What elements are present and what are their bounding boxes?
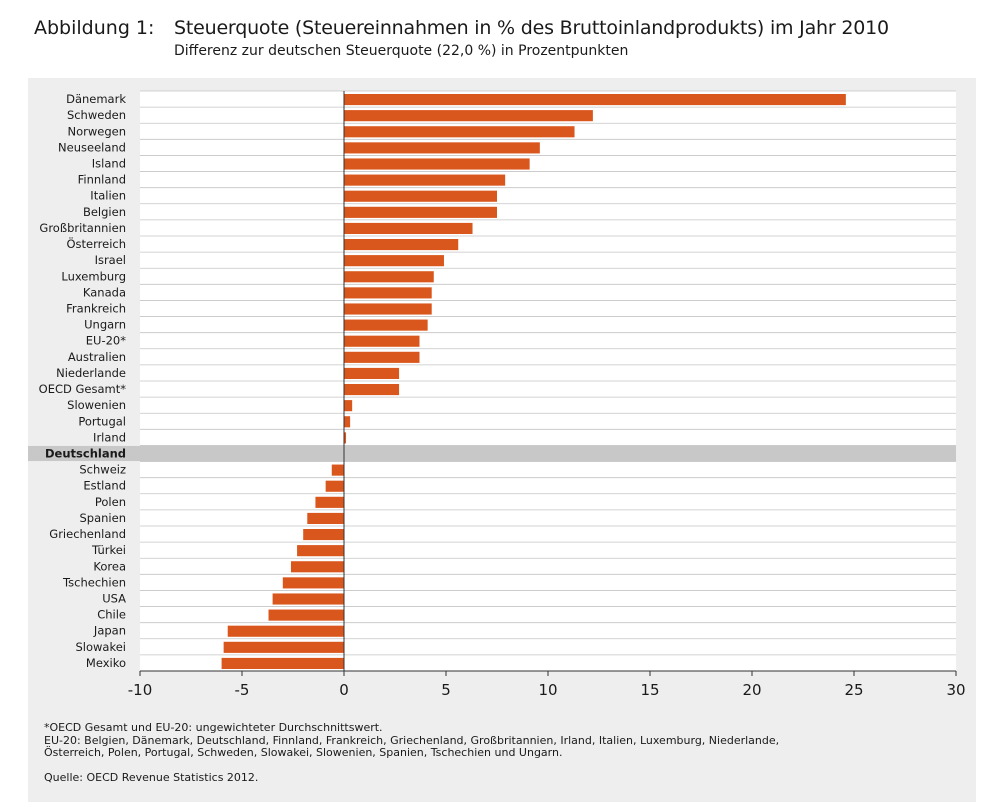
bar	[344, 142, 540, 154]
category-label: Deutschland	[45, 447, 126, 461]
category-label: Griechenland	[49, 527, 126, 541]
bar	[344, 351, 420, 363]
bar	[344, 287, 432, 299]
x-tick-label: 15	[640, 681, 659, 699]
category-label: Schweden	[67, 108, 126, 122]
bar	[344, 400, 353, 412]
bar	[344, 255, 444, 267]
category-label: Island	[92, 157, 126, 171]
x-tick-label: 5	[441, 681, 451, 699]
category-label: Dänemark	[66, 92, 126, 106]
bar	[221, 657, 344, 669]
category-label: Schweiz	[79, 463, 126, 477]
category-label: Australien	[68, 350, 126, 364]
bar	[325, 480, 344, 492]
x-tick-label: 30	[946, 681, 965, 699]
chart-panel: Dänemark Schweden Norwegen Neuseeland Island…	[28, 78, 976, 802]
category-label: Ungarn	[84, 318, 126, 332]
x-tick-label: 10	[538, 681, 557, 699]
x-tick-label: -5	[235, 681, 250, 699]
bar	[282, 577, 344, 589]
category-label: Norwegen	[67, 124, 126, 138]
category-label: EU-20*	[86, 334, 126, 348]
category-label: Korea	[93, 559, 126, 573]
bar	[344, 110, 593, 122]
x-tick-label: 25	[844, 681, 863, 699]
category-label: OECD Gesamt*	[39, 382, 127, 396]
bar	[344, 335, 420, 347]
category-label: Estland	[83, 479, 126, 493]
figure-title: Steuerquote (Steuereinnahmen in % des Br…	[174, 17, 889, 39]
bar	[344, 206, 497, 218]
bar	[344, 158, 530, 170]
bar	[344, 239, 459, 251]
category-label: USA	[102, 592, 126, 606]
bar	[344, 190, 497, 202]
category-label: Spanien	[80, 511, 127, 525]
category-label: Kanada	[83, 285, 126, 299]
x-tick-label: 0	[339, 681, 349, 699]
bar	[290, 561, 344, 573]
category-label: Polen	[95, 495, 126, 509]
category-label: Luxemburg	[61, 269, 126, 283]
bar	[344, 222, 473, 234]
bar	[344, 94, 846, 106]
category-label: Niederlande	[56, 366, 126, 380]
category-label: Portugal	[78, 414, 126, 428]
category-label: Tschechien	[62, 575, 126, 589]
footnote-line-3: Österreich, Polen, Portugal, Schweden, S…	[44, 746, 563, 759]
category-label: Irland	[93, 430, 126, 444]
category-label: Türkei	[91, 543, 126, 557]
category-label: Slowakei	[75, 640, 126, 654]
footnote-line-2: EU-20: Belgien, Dänemark, Deutschland, F…	[44, 733, 780, 747]
bar	[315, 496, 344, 508]
category-label: Israel	[95, 253, 126, 267]
category-label: Belgien	[83, 205, 126, 219]
bar	[344, 416, 351, 428]
bar	[344, 174, 506, 186]
category-label: Mexiko	[86, 656, 126, 670]
bar	[344, 271, 434, 283]
x-tick-label: 20	[742, 681, 761, 699]
figure-subtitle: Differenz zur deutschen Steuerquote (22,…	[174, 43, 629, 59]
figure-header: Abbildung 1: Steuerquote (Steuereinnahme…	[0, 0, 1002, 78]
source-note: Quelle: OECD Revenue Statistics 2012.	[44, 770, 259, 784]
bar	[344, 319, 428, 331]
bar	[344, 432, 347, 444]
footnotes: *OECD Gesamt und EU-20: ungewichteter Du…	[44, 721, 780, 784]
category-label: Slowenien	[67, 398, 126, 412]
bar	[303, 529, 344, 541]
bar	[344, 126, 575, 138]
bar	[331, 464, 344, 476]
x-tick-label: -10	[128, 681, 153, 699]
bar	[344, 384, 400, 396]
category-label: Großbritannien	[39, 221, 126, 235]
category-label: Österreich	[66, 235, 126, 251]
bar	[297, 545, 344, 557]
category-label: Japan	[93, 624, 126, 638]
category-label: Frankreich	[66, 302, 126, 316]
category-label: Chile	[97, 608, 126, 622]
category-label: Finnland	[78, 173, 126, 187]
highlight-band	[28, 445, 956, 462]
bar	[227, 625, 344, 637]
category-label: Neuseeland	[58, 140, 126, 154]
bar-chart: Dänemark Schweden Norwegen Neuseeland Island…	[28, 90, 966, 699]
category-label: Italien	[90, 189, 126, 203]
bar	[272, 593, 344, 605]
footnote-line-1: *OECD Gesamt und EU-20: ungewichteter Du…	[44, 721, 383, 734]
bar	[344, 303, 432, 315]
bar	[344, 367, 400, 379]
figure-label: Abbildung 1:	[34, 17, 155, 39]
bar	[223, 641, 344, 653]
bar	[268, 609, 344, 621]
bar	[307, 512, 344, 524]
